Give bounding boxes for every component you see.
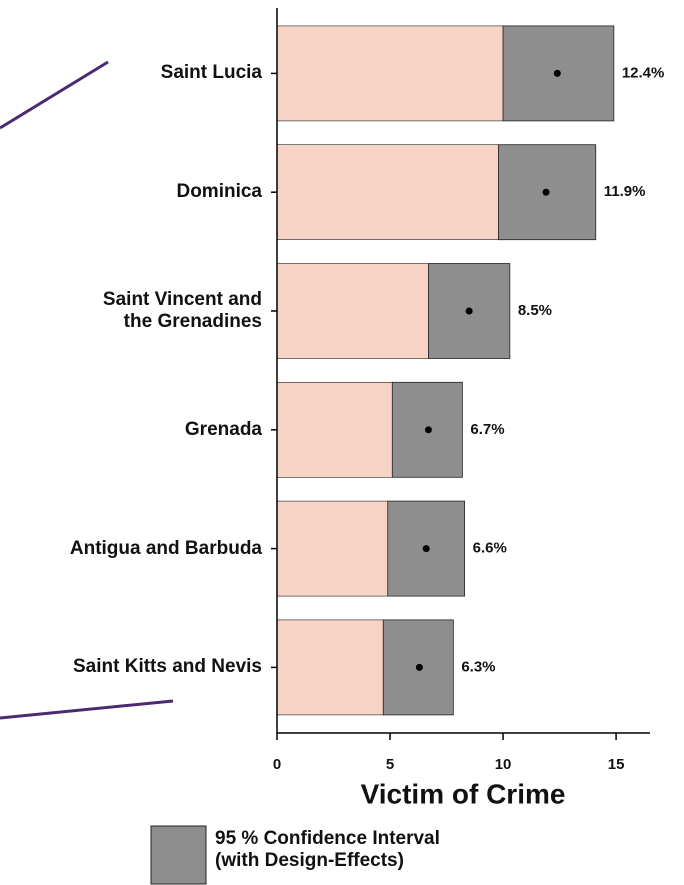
legend-swatch xyxy=(150,825,207,885)
x-tick-label: 10 xyxy=(495,756,512,773)
bar xyxy=(276,619,384,716)
category-label: Saint Vincent and the Grenadines xyxy=(102,289,262,332)
legend-label: 95 % Confidence Interval (with Design-Ef… xyxy=(215,828,440,871)
category-label: Grenada xyxy=(184,418,262,440)
category-label: Saint Kitts and Nevis xyxy=(73,656,262,678)
decoration-line xyxy=(0,699,174,720)
value-label: 6.3% xyxy=(461,658,495,675)
point-estimate xyxy=(424,426,432,434)
point-estimate xyxy=(415,663,423,671)
x-tick-label: 0 xyxy=(273,756,281,773)
category-label: Dominica xyxy=(176,181,262,203)
x-tick-label: 5 xyxy=(386,756,394,773)
bar xyxy=(276,263,429,359)
point-estimate xyxy=(553,69,561,77)
value-label: 11.9% xyxy=(604,183,646,200)
value-label: 12.4% xyxy=(622,64,665,81)
value-label: 6.7% xyxy=(470,421,504,438)
bar xyxy=(276,25,504,122)
point-estimate xyxy=(422,545,430,553)
value-label: 6.6% xyxy=(473,540,507,557)
value-label: 8.5% xyxy=(518,302,552,319)
bar xyxy=(276,144,499,240)
category-label: Antigua and Barbuda xyxy=(69,537,262,559)
bar xyxy=(276,381,393,478)
category-label: Saint Lucia xyxy=(160,62,262,84)
decoration-line xyxy=(0,60,109,130)
point-estimate xyxy=(542,188,550,196)
x-tick-label: 15 xyxy=(608,756,625,773)
x-axis-label: Victim of Crime xyxy=(361,778,566,809)
point-estimate xyxy=(465,307,473,315)
bar xyxy=(276,500,389,597)
